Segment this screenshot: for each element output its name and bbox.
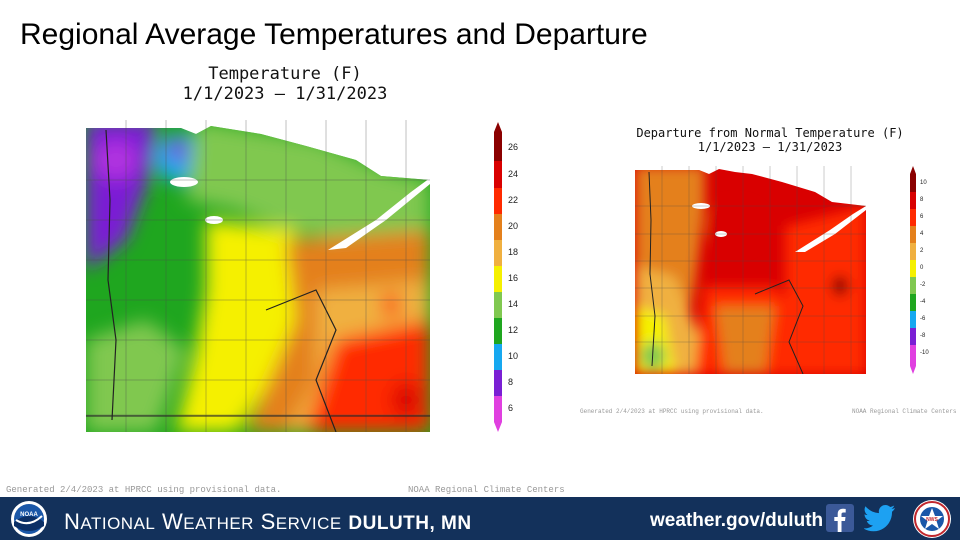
footer-url-link[interactable]: weather.gov/duluth (650, 510, 824, 531)
temperature-legend-label: 16 (508, 273, 519, 283)
temperature-legend-label: 14 (508, 299, 519, 309)
footer-office: Duluth, MN (348, 513, 472, 534)
departure-legend-label: -6 (920, 316, 926, 322)
temperature-legend-label: 10 (508, 351, 519, 361)
temperature-legend-label: 20 (508, 221, 519, 231)
footer-org-name: NATIONAL WEATHER SERVICE Duluth, MN (64, 509, 472, 534)
temperature-legend-label: 8 (508, 377, 514, 387)
twitter-icon[interactable] (864, 504, 896, 532)
temperature-legend-label: 24 (508, 169, 519, 179)
slide-title: Regional Average Temperatures and Depart… (20, 18, 648, 51)
departure-legend-label: -2 (920, 282, 926, 288)
temperature-credit-left: Generated 2/4/2023 at HPRCC using provis… (6, 485, 282, 495)
temperature-legend-label: 18 (508, 247, 519, 257)
departure-legend-label: 0 (920, 265, 924, 271)
departure-legend-label: -4 (920, 299, 926, 305)
departure-legend-label: 6 (920, 214, 924, 220)
temperature-credit-right: NOAA Regional Climate Centers (408, 485, 565, 495)
temperature-map-title: Temperature (F) (208, 64, 362, 84)
temperature-legend-label: 12 (508, 325, 519, 335)
temperature-legend-label: 26 (508, 142, 519, 152)
nws-logo-text: NWS (926, 517, 938, 523)
noaa-logo-text: NOAA (20, 512, 38, 518)
temperature-legend-label: 6 (508, 403, 514, 413)
facebook-icon[interactable] (826, 504, 854, 532)
noaa-logo-icon: NOAA (11, 501, 47, 537)
departure-map-period: 1/1/2023 – 1/31/2023 (697, 140, 843, 155)
footer-bar (0, 497, 960, 540)
departure-credit-right: NOAA Regional Climate Centers (852, 408, 957, 415)
temperature-legend-label: 22 (508, 195, 519, 205)
departure-legend-label: 4 (920, 231, 924, 237)
departure-credit-left: Generated 2/4/2023 at HPRCC using provis… (580, 408, 764, 415)
departure-map (635, 166, 866, 374)
temperature-map-title-block: Temperature (F) 1/1/2023 – 1/31/2023 (150, 64, 420, 105)
departure-map-title-block: Departure from Normal Temperature (F) 1/… (630, 126, 910, 155)
temperature-map (86, 120, 430, 432)
temperature-legend-bar (494, 122, 502, 432)
departure-legend-label: 8 (920, 197, 924, 203)
departure-legend-label: 2 (920, 248, 924, 254)
temperature-map-period: 1/1/2023 – 1/31/2023 (182, 84, 388, 105)
departure-legend-label: 10 (920, 180, 927, 186)
temperature-legend: 26 24 22 20 18 16 14 12 10 8 6 (494, 122, 518, 432)
nws-logo-icon: NWS (913, 500, 951, 538)
departure-legend-label: -8 (920, 333, 926, 339)
departure-legend: 10 8 6 4 2 0 -2 -4 -6 -8 -10 (910, 166, 929, 374)
departure-legend-bar (910, 166, 916, 374)
departure-legend-label: -10 (920, 350, 929, 356)
departure-map-title: Departure from Normal Temperature (F) (636, 126, 904, 140)
